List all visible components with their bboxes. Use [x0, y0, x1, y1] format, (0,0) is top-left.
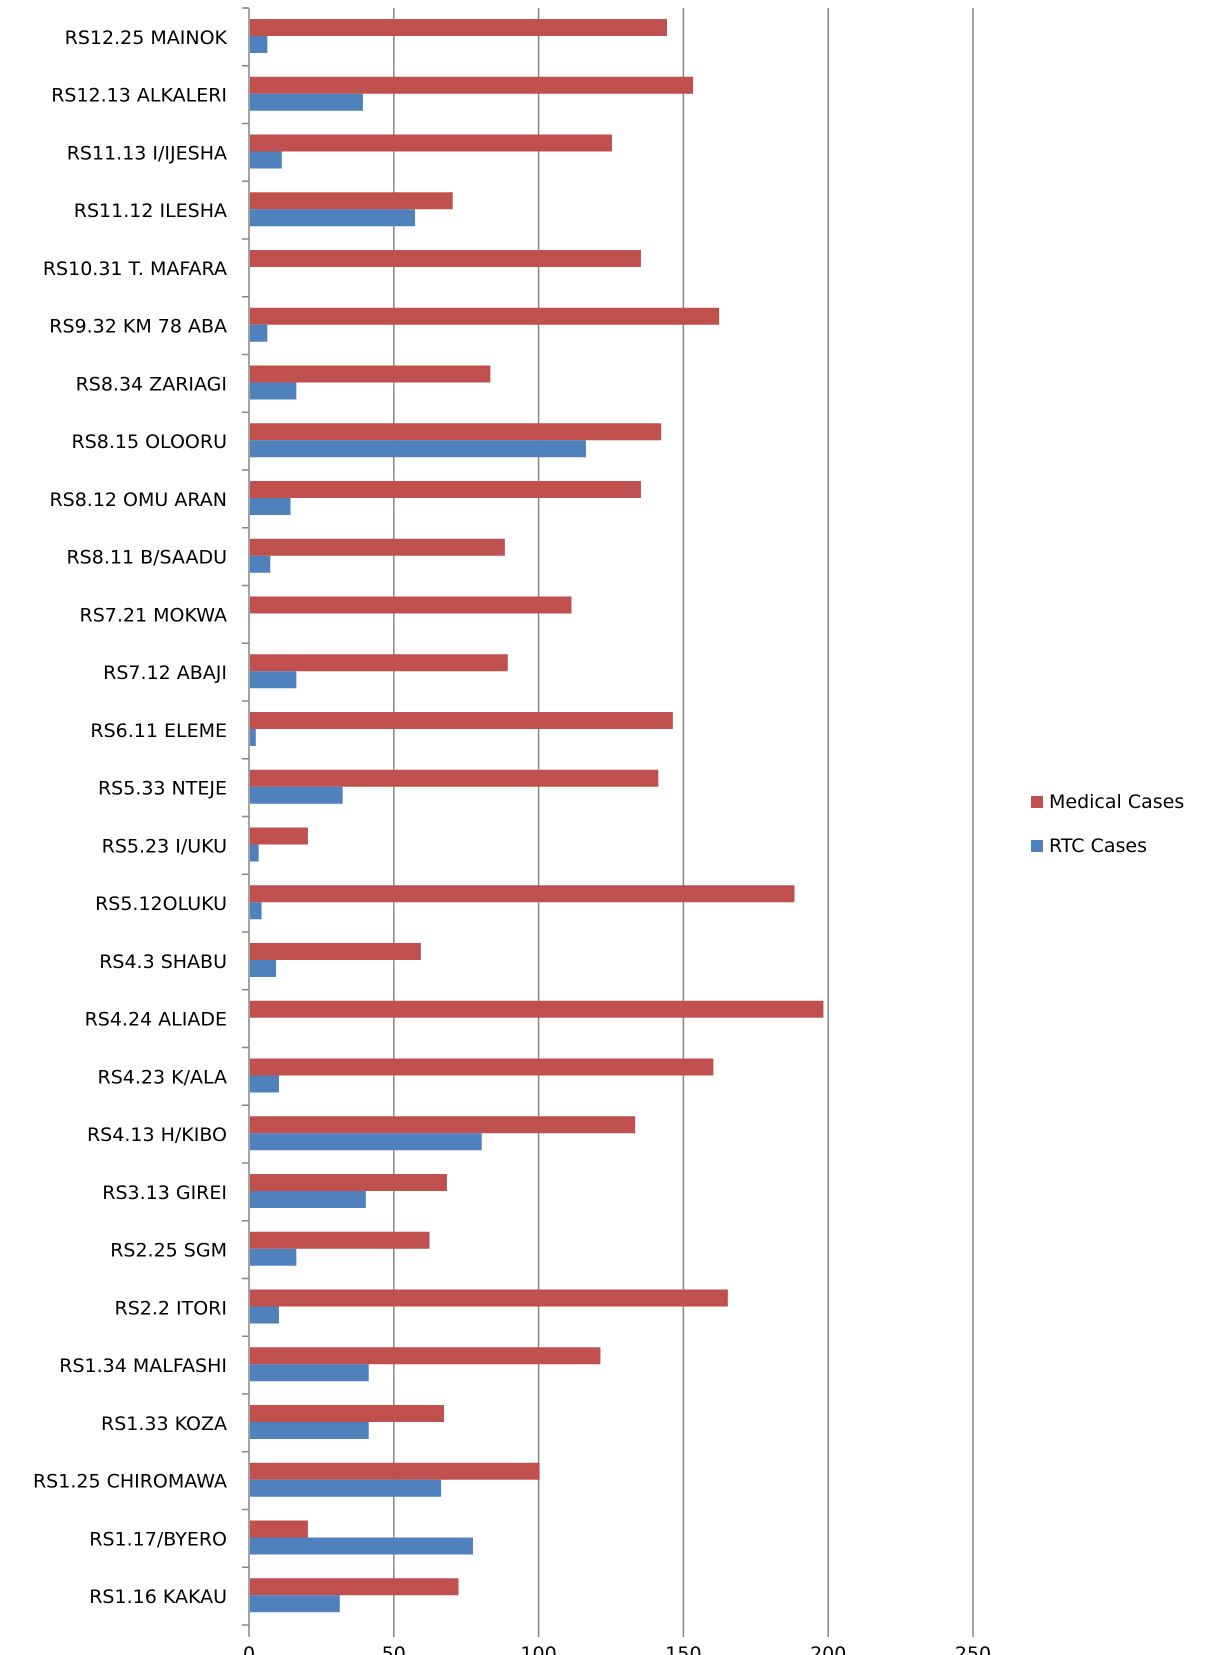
bar-rtc [250, 671, 297, 689]
category-label: RS11.13 I/IJESHA [67, 142, 227, 164]
category-label: RS1.17/BYERO [89, 1528, 227, 1550]
category-label: RS1.33 KOZA [101, 1413, 227, 1435]
bar-rtc [250, 209, 416, 227]
bar-medical [250, 134, 612, 152]
bar-medical [250, 1174, 447, 1191]
bar-medical [250, 596, 572, 614]
bar-medical [250, 654, 508, 672]
x-tick-label: 50 [382, 1643, 406, 1655]
bar-medical [250, 827, 308, 845]
bar-medical [250, 943, 421, 960]
bar-medical [250, 19, 668, 36]
bar-medical [250, 481, 641, 498]
bar-rtc [250, 960, 277, 977]
bar-medical [250, 423, 662, 441]
legend-swatch [1031, 796, 1043, 808]
bar-medical [250, 1116, 636, 1134]
bar-medical [250, 76, 694, 94]
bar-rtc [250, 324, 268, 342]
bar-medical [250, 1058, 714, 1076]
category-label: RS2.2 ITORI [115, 1297, 228, 1319]
x-tick-label: 150 [665, 1643, 701, 1655]
bar-rtc [250, 1248, 297, 1266]
category-label: RS5.23 I/UKU [102, 835, 227, 857]
bar-medical [250, 1578, 459, 1596]
bar-rtc [250, 902, 262, 920]
bar-medical [250, 1347, 601, 1365]
category-label: RS1.16 KAKAU [89, 1586, 227, 1608]
category-label: RS12.25 MAINOK [65, 27, 228, 49]
legend: Medical Cases RTC Cases [1031, 791, 1184, 857]
category-label: RS9.32 KM 78 ABA [49, 316, 227, 338]
bar-rtc [250, 555, 271, 573]
category-label: RS5.12OLUKU [95, 893, 227, 915]
bar-rtc [250, 382, 297, 400]
bar-medical [250, 192, 453, 210]
x-tick-label: 200 [810, 1643, 846, 1655]
bar-medical [250, 1000, 824, 1018]
bar-rtc [250, 93, 363, 111]
bar-rtc [250, 729, 256, 746]
bar-rtc [250, 1306, 279, 1324]
category-label: RS4.24 ALIADE [85, 1009, 227, 1031]
category-label: RS11.12 ILESHA [74, 200, 227, 222]
bar-rtc [250, 151, 282, 169]
x-tick-label: 0 [243, 1643, 255, 1655]
bar-medical [250, 538, 505, 556]
category-label: RS4.13 H/KIBO [87, 1124, 227, 1146]
category-label: RS4.3 SHABU [99, 951, 227, 973]
category-label: RS8.12 OMU ARAN [49, 489, 227, 511]
bar-rtc [250, 440, 586, 458]
category-label: RS8.15 OLOORU [72, 431, 228, 453]
bar-rtc [250, 1075, 279, 1093]
category-label: RS1.34 MALFASHI [59, 1355, 227, 1377]
category-label: RS3.13 GIREI [102, 1182, 227, 1204]
bar-medical [250, 712, 673, 729]
category-label: RS7.21 MOKWA [80, 604, 227, 626]
category-label: RS8.11 B/SAADU [66, 547, 227, 569]
bar-rtc [250, 786, 343, 804]
bars [250, 19, 824, 1613]
bar-medical [250, 307, 720, 325]
category-label: RS1.25 CHIROMAWA [33, 1471, 227, 1493]
bar-rtc [250, 844, 259, 862]
bar-rtc [250, 1364, 369, 1382]
bar-rtc [250, 1537, 473, 1555]
bar-medical [250, 365, 491, 383]
x-tick-label: 100 [520, 1643, 556, 1655]
bar-medical [250, 1520, 308, 1538]
bar-medical [250, 1231, 430, 1249]
category-label: RS12.13 ALKALERI [51, 85, 227, 107]
x-tick-labels: 0 50 100 150 200 250 [243, 1643, 991, 1655]
category-label: RS6.11 ELEME [90, 720, 227, 742]
bar-rtc [250, 1133, 482, 1151]
bar-medical [250, 1289, 728, 1307]
axes [242, 7, 974, 1637]
bar-rtc [250, 1479, 442, 1497]
category-label: RS5.33 NTEJE [98, 778, 227, 800]
category-labels: RS12.25 MAINOK RS12.13 ALKALERI RS11.13 I/… [33, 27, 228, 1608]
bar-rtc [250, 1595, 340, 1613]
bar-rtc [250, 1422, 369, 1439]
category-label: RS4.23 K/ALA [98, 1066, 227, 1088]
bar-medical [250, 1462, 540, 1480]
category-label: RS10.31 T. MAFARA [43, 258, 227, 280]
legend-label: RTC Cases [1049, 835, 1147, 857]
category-label: RS8.34 ZARIAGI [76, 373, 227, 395]
bar-rtc [250, 498, 291, 515]
bar-medical [250, 250, 641, 267]
category-label: RS7.12 ABAJI [103, 662, 227, 684]
bar-medical [250, 1405, 445, 1422]
bar-rtc [250, 36, 268, 53]
bar-rtc [250, 1191, 366, 1208]
x-tick-label: 250 [955, 1643, 991, 1655]
legend-swatch [1031, 840, 1043, 852]
category-label: RS2.25 SGM [110, 1240, 227, 1262]
legend-label: Medical Cases [1049, 791, 1184, 813]
bar-medical [250, 885, 795, 903]
bar-medical [250, 769, 659, 787]
